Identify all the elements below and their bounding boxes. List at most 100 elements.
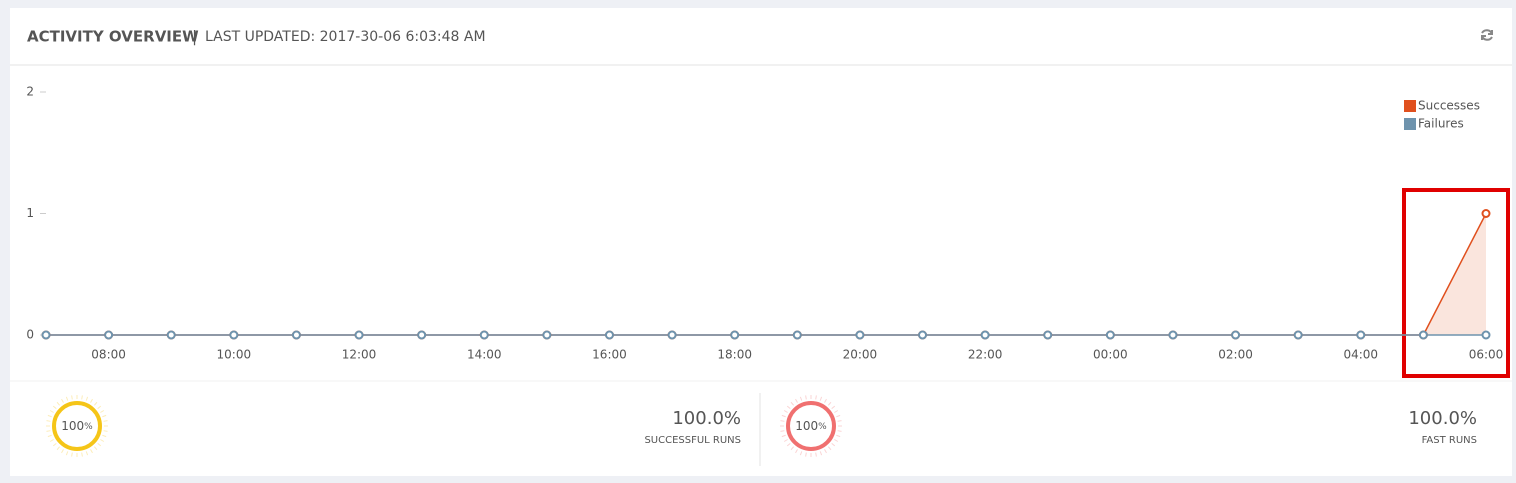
gauge-unit: %: [818, 422, 827, 432]
gauge-tick: [61, 398, 64, 403]
data-point: [667, 330, 677, 340]
data-point: [41, 330, 51, 340]
gauge-tick: [781, 414, 786, 418]
gauge-tick: [819, 451, 823, 456]
legend-swatch: [1404, 118, 1416, 130]
gauge-tick: [52, 405, 57, 410]
data-point: [1105, 330, 1115, 340]
data-point: [542, 330, 552, 340]
gauge-tick: [47, 434, 52, 438]
data-point: [354, 330, 364, 340]
data-point: [291, 330, 301, 340]
gauge-tick: [837, 420, 842, 422]
gauge-tick: [65, 396, 69, 401]
data-point: [792, 330, 802, 340]
stat-label: SUCCESSFUL RUNS: [644, 435, 741, 446]
gauge-tick: [61, 449, 64, 454]
gauge-tick: [97, 405, 102, 410]
panel-title: ACTIVITY OVERVIEW: [27, 28, 199, 46]
gauge-tick: [85, 451, 89, 456]
y-tick-label: 0: [26, 328, 34, 342]
gauge-value: 100: [795, 419, 818, 433]
gauge-tick: [93, 446, 98, 451]
legend-label: Successes: [1418, 99, 1480, 113]
gauge-tick: [90, 449, 93, 454]
y-tick-label: 1: [26, 206, 34, 220]
gauge-tick: [824, 398, 827, 403]
gauge-tick: [71, 452, 73, 457]
x-tick-label: 04:00: [1343, 348, 1378, 362]
gauge-tick: [790, 401, 795, 406]
gauge-tick: [783, 410, 788, 413]
gauge-tick: [815, 395, 817, 400]
gauge-tick: [781, 434, 786, 438]
stat-value: 100.0%: [672, 408, 741, 429]
data-point: [918, 330, 928, 340]
gauge-tick: [805, 395, 807, 400]
gauge-tick: [90, 398, 93, 403]
gauge-tick: [837, 430, 842, 432]
data-point: [104, 330, 114, 340]
gauge-tick: [47, 414, 52, 418]
data-point: [980, 330, 990, 340]
stat-value: 100.0%: [1408, 408, 1477, 429]
x-tick-label: 08:00: [91, 348, 126, 362]
gauge-tick: [81, 395, 83, 400]
y-tick-label: 2: [26, 85, 34, 99]
gauge-tick: [795, 449, 798, 454]
highlight-box: [1402, 188, 1510, 378]
gauge-value: 100: [61, 419, 84, 433]
x-tick-label: 14:00: [467, 348, 502, 362]
gauge-ring: [52, 401, 102, 451]
data-point: [417, 330, 427, 340]
gauge-tick: [831, 405, 836, 410]
x-tick-label: 20:00: [843, 348, 878, 362]
x-tick-label: 06:00: [1469, 348, 1504, 362]
legend-label: Failures: [1418, 117, 1464, 131]
data-point: [166, 330, 176, 340]
gauge-tick: [780, 430, 785, 432]
x-tick-label: 12:00: [342, 348, 377, 362]
data-point: [1231, 330, 1241, 340]
gauge-tick: [97, 442, 102, 447]
last-updated: LAST UPDATED: 2017-30-06 6:03:48 AM: [205, 29, 486, 45]
x-tick-label: 22:00: [968, 348, 1003, 362]
data-point: [730, 330, 740, 340]
data-point: [1043, 330, 1053, 340]
gauge-tick: [836, 434, 841, 438]
gauge-tick: [824, 449, 827, 454]
gauge-tick: [49, 439, 54, 442]
gauge-tick: [786, 442, 791, 447]
gauge-text: 100%: [795, 419, 827, 433]
gauge-tick: [783, 439, 788, 442]
gauge-tick: [799, 396, 803, 401]
gauge-tick: [100, 410, 105, 413]
x-tick-label: 16:00: [592, 348, 627, 362]
gauge-tick: [103, 430, 108, 432]
gauge-unit: %: [84, 422, 93, 432]
x-tick-label: 00:00: [1093, 348, 1128, 362]
gauge-tick: [100, 439, 105, 442]
gauge-text: 100%: [61, 419, 93, 433]
gauge-tick: [65, 451, 69, 456]
legend-swatch: [1404, 100, 1416, 112]
gauge-tick: [790, 446, 795, 451]
data-point: [229, 330, 239, 340]
gauge-tick: [827, 446, 832, 451]
gauge-tick: [103, 420, 108, 422]
gauge-tick: [827, 401, 832, 406]
gauge-tick: [52, 442, 57, 447]
gauge-tick: [56, 446, 61, 451]
gauge-tick: [799, 451, 803, 456]
data-point: [479, 330, 489, 340]
gauge-tick: [815, 452, 817, 457]
data-point: [855, 330, 865, 340]
data-point: [1293, 330, 1303, 340]
gauge-tick: [46, 420, 51, 422]
refresh-button[interactable]: [1481, 29, 1493, 41]
gauge-tick: [786, 405, 791, 410]
data-point: [604, 330, 614, 340]
x-tick-label: 02:00: [1218, 348, 1253, 362]
